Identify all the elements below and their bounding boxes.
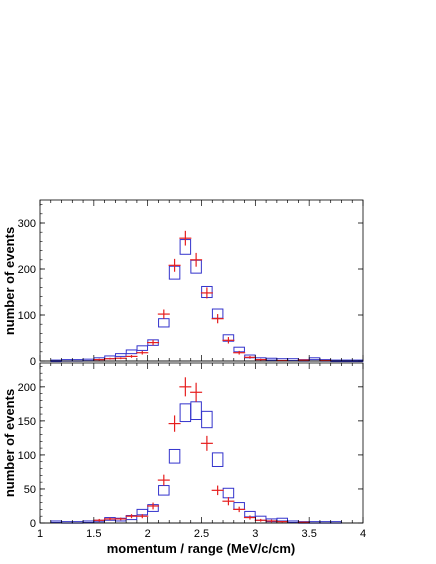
top-panel-ticks: 0 100 200 300 (18, 200, 364, 368)
mc-box-8 (136, 345, 149, 351)
x-tick-label-2: 2 (145, 528, 151, 540)
top-panel-ylabel: number of events (2, 227, 17, 335)
mc-box-12 (179, 403, 192, 423)
y-tick-label-3: 150 (18, 416, 36, 428)
bottom-panel-ticks: 0 50 100 150 200 1 1.5 2 2.5 3 3.5 4 (18, 363, 366, 540)
mc-box-0 (50, 520, 62, 523)
mc-box-8 (136, 508, 149, 516)
mc-box-11 (168, 448, 181, 464)
mc-box-6 (115, 353, 127, 357)
x-tick-label-1: 1.5 (86, 528, 101, 540)
mc-box-3 (82, 520, 95, 523)
mc-box-16 (222, 487, 235, 499)
x-tick-label-3: 2.5 (194, 528, 209, 540)
y-tick-label-1: 50 (24, 484, 36, 496)
top-panel-marks (40, 230, 364, 363)
mc-box-10 (158, 485, 170, 496)
top-panel-frame (39, 199, 364, 362)
mc-box-7 (125, 349, 138, 355)
mc-box-15 (211, 452, 224, 467)
mc-box-22 (287, 520, 299, 523)
mc-box-3 (82, 358, 95, 362)
top-panel: 0 100 200 300 number of events (2, 199, 364, 368)
y-tick-label-0: 0 (30, 518, 36, 530)
mc-box-14 (201, 410, 213, 429)
bottom-panel-frame (39, 362, 364, 524)
y-tick-label-2: 100 (18, 450, 36, 462)
y-tick-label-3: 300 (18, 218, 36, 230)
mc-box-21 (276, 517, 288, 522)
x-tick-label-4: 3 (252, 528, 258, 540)
mc-box-22 (287, 358, 299, 362)
bottom-panel-ylabel: number of events (2, 389, 17, 497)
x-tick-label-6: 4 (360, 528, 366, 540)
x-axis-label: momentum / range (MeV/c/cm) (107, 541, 296, 556)
x-tick-label-0: 1 (37, 528, 43, 540)
y-tick-label-0: 0 (30, 356, 36, 368)
bottom-panel-marks (40, 377, 363, 524)
mc-box-24 (308, 357, 321, 361)
mc-box-10 (158, 318, 170, 328)
mc-box-13 (190, 401, 202, 421)
y-tick-label-1: 100 (18, 310, 36, 322)
y-tick-label-2: 200 (18, 264, 36, 276)
x-tick-label-5: 3.5 (302, 528, 317, 540)
mc-box-20 (265, 357, 278, 361)
bottom-panel: 0 50 100 150 200 1 1.5 2 2.5 3 3.5 4 number of even… (2, 362, 366, 556)
y-tick-label-4: 200 (18, 382, 36, 394)
